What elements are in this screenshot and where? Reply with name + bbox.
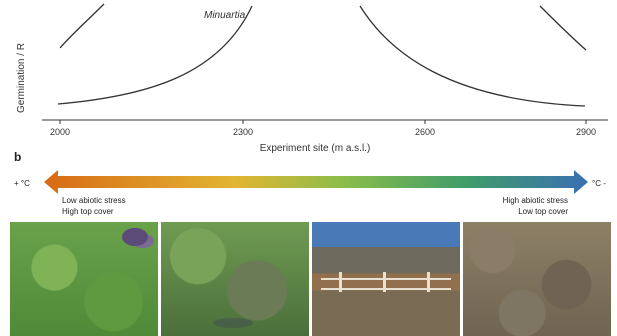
- x-tick-2600: 2600: [415, 127, 435, 137]
- photo-row: [10, 222, 611, 336]
- left-sign: + °C: [14, 179, 30, 188]
- curve-left-lower: [57, 5, 253, 105]
- rocky-plot-photo: [463, 222, 611, 336]
- right-sign: °C -: [592, 179, 606, 188]
- right-text-2: Low top cover: [518, 207, 568, 216]
- shadow-icon: [212, 318, 253, 328]
- x-tick-2000: 2000: [50, 127, 70, 137]
- arrow-shape: [44, 170, 588, 194]
- x-tick-2900: 2900: [576, 127, 596, 137]
- grass-plot-photo-1: [10, 222, 158, 336]
- gradient-arrow: + °C °C - Low abiotic stress High top co…: [14, 170, 606, 216]
- left-text-2: High top cover: [62, 207, 114, 216]
- panel-b-label: b: [14, 150, 22, 164]
- species-annotation: Minuartia: [204, 10, 246, 21]
- x-axis-label: Experiment site (m a.s.l.): [260, 143, 371, 154]
- right-text-1: High abiotic stress: [503, 196, 568, 205]
- panel-a-plot: Germination / R Minuartia 2000 2300 2600…: [16, 3, 608, 154]
- fence-post-icon: [383, 272, 387, 292]
- left-text-1: Low abiotic stress: [62, 196, 126, 205]
- animal-icon: [122, 228, 148, 246]
- curve-right-upper: [539, 5, 587, 51]
- y-axis-label: Germination / R: [16, 43, 27, 113]
- fenced-site-photo: [312, 222, 460, 336]
- grass-plot-photo-2: [161, 222, 309, 336]
- x-axis-ticks: [59, 120, 587, 124]
- curve-left-upper: [59, 3, 105, 49]
- curve-right-lower: [359, 5, 586, 107]
- fence-post-icon: [427, 272, 431, 292]
- x-tick-2300: 2300: [233, 127, 253, 137]
- fence-post-icon: [338, 272, 342, 292]
